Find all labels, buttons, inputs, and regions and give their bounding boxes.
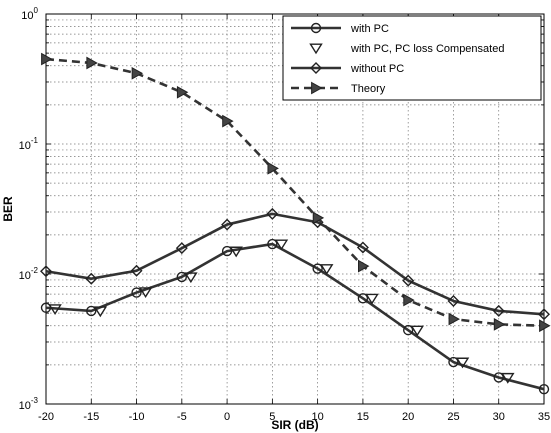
legend-marker [310,62,322,74]
legend: with PC with PC, PC loss Compensated witho… [282,15,542,101]
data-point [356,241,369,254]
data-point [358,259,370,273]
data-point [40,265,52,278]
legend-item-without-pc: without PC [291,62,404,75]
x-tick-label: 15 [357,411,369,423]
axes [45,13,545,405]
data-point [138,287,153,299]
legend-item-with-pc-loss-compensated: with PC, PC loss Compensated [309,43,504,55]
data-point [86,305,97,317]
data-point [312,263,323,274]
tick-labels: -20 -15 -10 -5 0 5 10 15 20 25 30 35 100 10-1 10-2 10-3 [19,6,551,423]
legend-marker [310,22,322,34]
data-point [448,312,460,326]
data-point [176,85,189,99]
data-point [41,52,53,66]
x-axis-label: SIR (dB) [271,418,318,432]
legend-label: with PC [350,23,389,35]
data-point [86,56,98,70]
legend-item-theory: Theory [291,81,386,95]
series-with-pc-loss-compensated [48,239,515,384]
data-point [403,293,415,307]
data-point [274,239,289,251]
data-point [175,242,188,255]
data-point [357,293,369,304]
legend-label: without PC [350,63,404,75]
legend-marker [311,81,323,95]
x-tick-label: -20 [38,411,54,423]
x-tick-label: 0 [224,411,230,423]
data-point [538,308,550,321]
y-axis-label: BER [1,196,15,222]
data-point [93,306,108,318]
data-point [266,207,279,220]
data-point [447,294,460,307]
data-point [539,319,551,333]
data-point [131,66,144,80]
x-tick-label: 5 [269,411,275,423]
data-point [229,246,243,258]
legend-marker [309,43,323,55]
data-point [267,161,279,175]
data-point [221,245,233,257]
y-tick-label: 100 [21,6,38,22]
legend-item-with-pc: with PC [291,22,389,35]
data-point [365,293,379,305]
data-point [222,114,234,128]
data-point [130,264,143,277]
data-point [85,272,98,285]
x-tick-label: 10 [312,411,324,423]
data-point [176,271,188,283]
x-tick-label: -10 [129,411,145,423]
data-point [492,304,505,317]
data-point [501,372,515,384]
x-tick-label: 35 [538,411,550,423]
y-tick-label: 10-3 [19,396,39,412]
legend-label: Theory [351,83,386,95]
plot-frame [45,13,545,405]
series-theory [41,52,551,333]
x-tick-label: -5 [177,411,187,423]
x-tick-label: 20 [402,411,414,423]
series-line [45,57,545,328]
x-tick-label: 25 [447,411,459,423]
data-point [448,356,459,368]
y-tick-label: 10-2 [19,266,39,282]
x-tick-label: 30 [493,411,505,423]
series-line [45,212,545,316]
data-point [131,287,142,298]
data-point [221,218,234,231]
x-tick-label: -15 [83,411,99,423]
legend-box [282,15,542,101]
data-point [493,372,504,383]
series-layer [40,52,551,395]
data-point [48,304,62,316]
data-point [402,274,415,287]
legend-label: with PC, PC loss Compensated [350,43,504,55]
y-tick-label: 10-1 [19,136,39,152]
data-point [538,383,550,395]
series-without-pc [40,207,550,321]
data-point [319,264,334,275]
data-point [410,325,424,337]
data-point [455,357,470,369]
data-point [267,238,278,250]
data-point [184,272,198,284]
data-point [493,317,506,331]
data-point [312,211,325,225]
data-point [402,324,414,336]
